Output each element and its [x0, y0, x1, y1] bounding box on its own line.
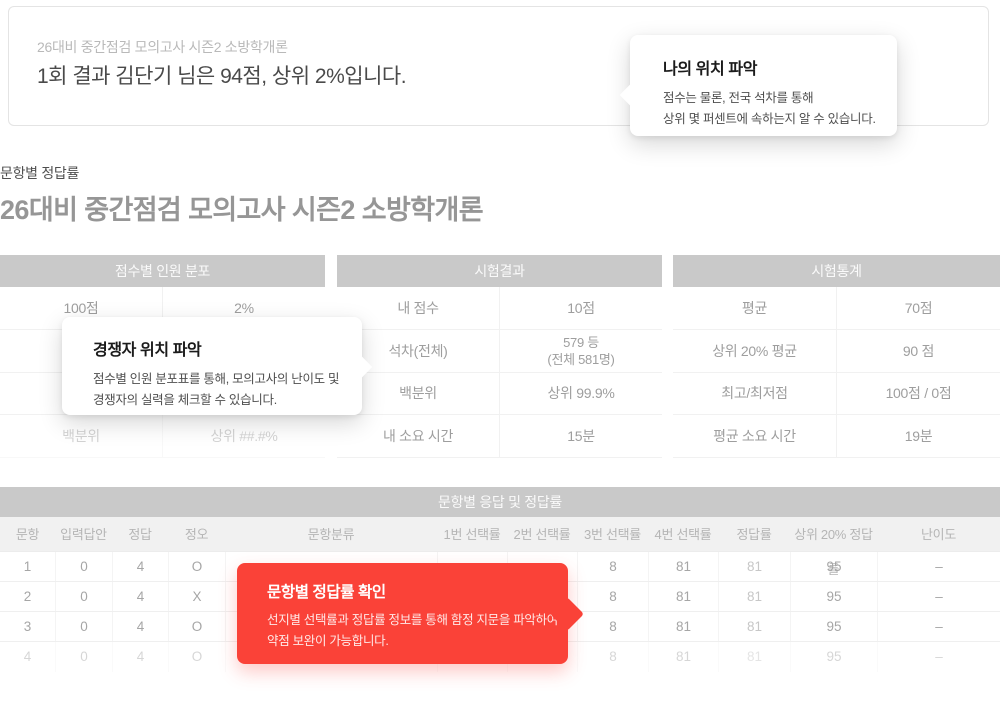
col-choice2-rate: 2번 선택률: [513, 527, 571, 542]
tooltip-text: 상위 몇 퍼센트에 속하는지 알 수 있습니다.: [663, 112, 876, 126]
table-header: 문항별 응답 및 정답률: [0, 487, 1000, 517]
table-header: 시험결과: [337, 255, 662, 287]
table-header: 점수별 인원 분포: [0, 255, 325, 287]
tooltip-title: 나의 위치 파악: [663, 61, 758, 78]
cell-score: 백분위: [0, 415, 163, 457]
cell-label: 내 점수: [337, 287, 500, 329]
tooltip-text: 점수는 물론, 전국 석차를 통해: [663, 91, 814, 105]
col-question: 문항: [15, 527, 40, 542]
cell-label: 석차(전체): [337, 329, 500, 372]
table-row: 평균 70점: [673, 287, 1000, 330]
table-row: 내 소요 시간 15분: [337, 415, 662, 458]
cell-percent: 상위 ##.#%: [210, 428, 278, 445]
cell-value: 19분: [904, 428, 933, 445]
cell-value: 상위 99.9%: [547, 385, 615, 402]
col-correct-mark: 정오: [184, 527, 209, 542]
table-row: 내 점수 10점: [337, 287, 662, 330]
table-header: 시험통계: [673, 255, 1000, 287]
exam-name-subtitle: 26대비 중간점검 모의고사 시즌2 소방학개론: [37, 39, 288, 55]
tooltip-text: 점수별 인원 분포표를 통해, 모의고사의 난이도 및: [93, 372, 340, 386]
tooltip-text: 약점 보완이 가능합니다.: [267, 634, 389, 648]
tooltip-text: 경쟁자의 실력을 체크할 수 있습니다.: [93, 393, 277, 407]
cell-value: 70점: [904, 299, 933, 316]
cell-value: 90 점: [902, 342, 935, 359]
tooltip-competitor-position: 경쟁자 위치 파악 점수별 인원 분포표를 통해, 모의고사의 난이도 및 경쟁…: [62, 317, 373, 415]
col-difficulty: 난이도: [921, 527, 956, 542]
table-row: 평균 소요 시간 19분: [673, 415, 1000, 458]
cell-label: 백분위: [337, 372, 500, 415]
tooltip-text: 선지별 선택률과 정답률 정보를 통해 함정 지문을 파악하여: [267, 613, 559, 627]
cell-score: 100점: [0, 287, 163, 329]
question-answer-table: 문항별 응답 및 정답률 문항 입력답안 정답 정오 문항분류 1번 선택률 2…: [0, 487, 1000, 672]
table-row: 상위 20% 평균 90 점: [673, 329, 1000, 373]
tooltip-title: 경쟁자 위치 파악: [93, 342, 202, 359]
cell-percent: 2%: [234, 299, 254, 316]
table-row: 석차(전체) 579 등 (전체 581명): [337, 329, 662, 373]
col-category: 문항분류: [307, 527, 355, 542]
cell-label: 평균 소요 시간: [673, 415, 837, 457]
cell-value: 100점 / 0점: [885, 385, 952, 402]
tooltip-question-rate: 문항별 정답률 확인 선지별 선택률과 정답률 정보를 통해 함정 지문을 파악…: [237, 563, 584, 664]
cell-value: 15분: [567, 428, 595, 445]
cell-label: 상위 20% 평균: [673, 329, 837, 372]
cell-value: 10점: [567, 299, 595, 316]
col-top20-rate: 상위 20% 정답률: [794, 527, 873, 577]
rank-total: (전체 581명): [547, 351, 615, 367]
result-summary-title: 1회 결과 김단기 님은 94점, 상위 2%입니다.: [37, 65, 407, 88]
tooltip-title: 문항별 정답률 확인: [267, 584, 386, 601]
col-choice4-rate: 4번 선택률: [654, 527, 712, 542]
col-correct-rate: 정답률: [736, 527, 772, 542]
tooltip-my-position: 나의 위치 파악 점수는 물론, 전국 석차를 통해 상위 몇 퍼센트에 속하는…: [619, 35, 897, 136]
col-correct-answer: 정답: [128, 527, 152, 542]
col-choice1-rate: 1번 선택률: [443, 527, 501, 542]
cell-label: 내 소요 시간: [337, 415, 500, 457]
table-row: 백분위 상위 99.9%: [337, 372, 662, 416]
exam-result-table: 시험결과 내 점수 10점 석차(전체) 579 등 (전체 581명) 백분위…: [337, 255, 662, 458]
rank-value: 579 등: [563, 334, 599, 350]
cell-label: 평균: [673, 287, 837, 329]
col-choice3-rate: 3번 선택률: [584, 527, 641, 542]
page-title: 26대비 중간점검 모의고사 시즌2 소방학개론: [0, 195, 484, 225]
table-row: 최고/최저점 100점 / 0점: [673, 372, 1000, 416]
section-label: 문항별 정답률: [0, 165, 80, 181]
table-row: 백분위 상위 ##.#%: [0, 415, 325, 458]
col-input-answer: 입력답안: [60, 527, 107, 542]
table-column-headers: 문항 입력답안 정답 정오 문항분류 1번 선택률 2번 선택률 3번 선택률 …: [0, 517, 1000, 577]
cell-label: 최고/최저점: [673, 372, 837, 415]
cell-value: 579 등 (전체 581명): [500, 330, 662, 372]
exam-stats-table: 시험통계 평균 70점 상위 20% 평균 90 점 최고/최저점 100점 /…: [673, 255, 1000, 458]
